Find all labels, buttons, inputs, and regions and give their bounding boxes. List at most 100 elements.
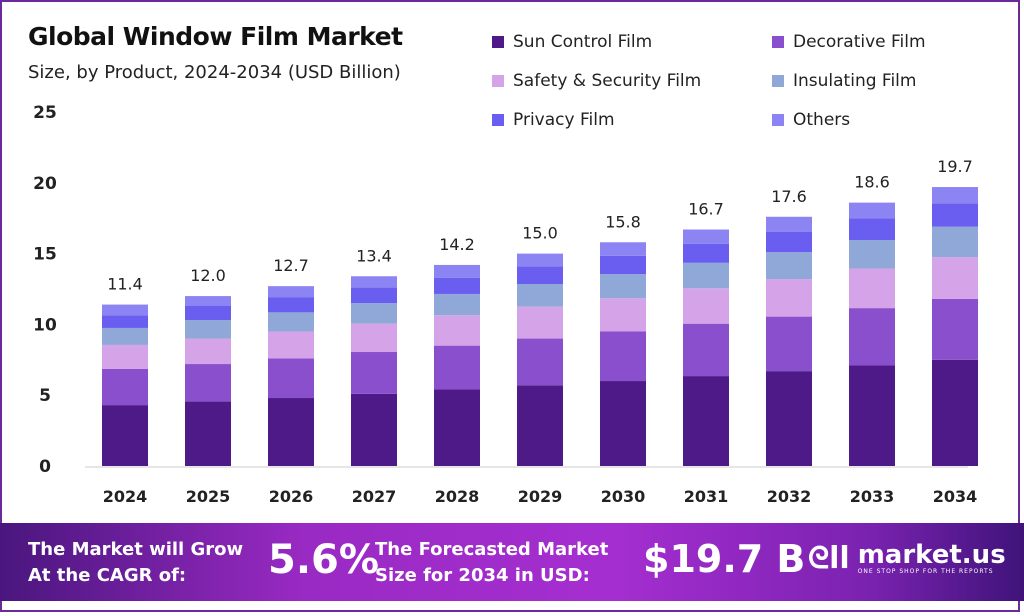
legend-item: Sun Control Film bbox=[492, 32, 772, 52]
bar-segment bbox=[351, 352, 397, 394]
bar-segment bbox=[434, 389, 480, 466]
bar-segment bbox=[766, 279, 812, 317]
bar-segment bbox=[683, 376, 729, 466]
bar-segment bbox=[102, 315, 148, 328]
bar-segment bbox=[766, 371, 812, 466]
total-label: 15.0 bbox=[522, 224, 558, 243]
bar-segment bbox=[683, 323, 729, 377]
bar-segment bbox=[268, 398, 314, 466]
legend-label: Decorative Film bbox=[793, 32, 926, 52]
y-tick-label: 25 bbox=[33, 103, 57, 123]
bar-segment bbox=[434, 293, 480, 316]
x-tick-label: 2032 bbox=[767, 487, 812, 506]
legend-item: Insulating Film bbox=[772, 71, 992, 91]
bar-segment bbox=[600, 242, 646, 256]
legend-item: Safety & Security Film bbox=[492, 71, 772, 91]
bar-segment bbox=[600, 381, 646, 466]
bar-segment bbox=[517, 306, 563, 339]
y-tick-label: 15 bbox=[33, 245, 57, 265]
x-tick-label: 2025 bbox=[186, 487, 231, 506]
forecast-value: $19.7 B bbox=[643, 537, 806, 581]
total-label: 19.7 bbox=[937, 157, 973, 176]
bar-segment bbox=[351, 287, 397, 304]
x-tick-label: 2030 bbox=[601, 487, 646, 506]
cagr-label-line2: At the CAGR of: bbox=[28, 565, 187, 586]
x-tick-label: 2033 bbox=[850, 487, 895, 506]
bar-segment bbox=[683, 288, 729, 324]
bar-segment bbox=[102, 369, 148, 406]
logo-icon: ᘓll bbox=[808, 541, 850, 576]
total-label: 13.4 bbox=[356, 246, 392, 265]
y-tick-label: 10 bbox=[33, 315, 57, 335]
bar-segment bbox=[849, 365, 895, 466]
bar-segment bbox=[849, 240, 895, 269]
bar-segment bbox=[932, 298, 978, 360]
bar-segment bbox=[102, 405, 148, 466]
chart-subtitle: Size, by Product, 2024-2034 (USD Billion… bbox=[28, 62, 401, 83]
bar-segment bbox=[517, 266, 563, 285]
x-tick-label: 2034 bbox=[933, 487, 978, 506]
x-tick-label: 2031 bbox=[684, 487, 729, 506]
bar-segment bbox=[683, 262, 729, 289]
bar-segment bbox=[351, 303, 397, 324]
forecast-label-line2: Size for 2034 in USD: bbox=[375, 565, 590, 586]
forecast-label: The Forecasted Market Size for 2034 in US… bbox=[375, 537, 608, 589]
total-label: 16.7 bbox=[688, 200, 724, 219]
bar-segment bbox=[351, 276, 397, 288]
bar-segment bbox=[932, 226, 978, 258]
x-tick-label: 2024 bbox=[103, 487, 148, 506]
bar-segment bbox=[600, 274, 646, 299]
total-label: 14.2 bbox=[439, 235, 475, 254]
bar-segment bbox=[600, 331, 646, 382]
y-tick-label: 20 bbox=[33, 174, 57, 194]
bar-segment bbox=[268, 312, 314, 332]
legend-item: Others bbox=[772, 110, 992, 130]
bar-segment bbox=[102, 304, 148, 316]
chart-title: Global Window Film Market bbox=[28, 22, 403, 51]
bar-segment bbox=[600, 255, 646, 275]
logo-text: market.us bbox=[857, 540, 1006, 570]
bar-segment bbox=[185, 364, 231, 402]
legend-swatch bbox=[492, 114, 504, 126]
bar-segment bbox=[932, 203, 978, 227]
bar-segment bbox=[849, 308, 895, 366]
bar-segment bbox=[683, 243, 729, 263]
x-tick-label: 2026 bbox=[269, 487, 314, 506]
bar-segment bbox=[932, 187, 978, 204]
bar-segment bbox=[849, 268, 895, 309]
x-tick-label: 2027 bbox=[352, 487, 397, 506]
bar-segment bbox=[434, 264, 480, 278]
bar-segment bbox=[268, 286, 314, 298]
bar-segment bbox=[434, 277, 480, 294]
legend-item: Privacy Film bbox=[492, 110, 772, 130]
bar-segment bbox=[351, 393, 397, 466]
bar-segment bbox=[932, 257, 978, 299]
bar-segment bbox=[517, 385, 563, 466]
footer-banner: The Market will Grow At the CAGR of: 5.6%… bbox=[0, 523, 1024, 601]
bar-segment bbox=[849, 218, 895, 241]
bar-segment bbox=[185, 401, 231, 466]
y-tick-label: 5 bbox=[39, 386, 51, 406]
cagr-label-line1: The Market will Grow bbox=[28, 539, 244, 560]
bar-segment bbox=[683, 229, 729, 244]
y-tick-label: 0 bbox=[39, 457, 51, 477]
bar-segment bbox=[434, 345, 480, 390]
total-label: 11.4 bbox=[107, 275, 143, 294]
total-label: 12.7 bbox=[273, 256, 309, 275]
bar-segment bbox=[932, 359, 978, 466]
plot-area: 051015202511.4202412.0202512.7202613.420… bbox=[33, 103, 978, 506]
bar-segment bbox=[185, 320, 231, 339]
legend-item: Decorative Film bbox=[772, 32, 992, 52]
x-tick-label: 2028 bbox=[435, 487, 480, 506]
legend-label: Others bbox=[793, 110, 851, 130]
total-label: 17.6 bbox=[771, 187, 807, 206]
bar-segment bbox=[600, 298, 646, 332]
legend-label: Insulating Film bbox=[793, 71, 917, 91]
logo-tagline: ONE STOP SHOP FOR THE REPORTS bbox=[857, 568, 994, 575]
total-label: 12.0 bbox=[190, 266, 226, 285]
bar-segment bbox=[517, 284, 563, 307]
bar-segment bbox=[766, 316, 812, 372]
bar-segment bbox=[185, 338, 231, 365]
legend-swatch bbox=[772, 75, 784, 87]
